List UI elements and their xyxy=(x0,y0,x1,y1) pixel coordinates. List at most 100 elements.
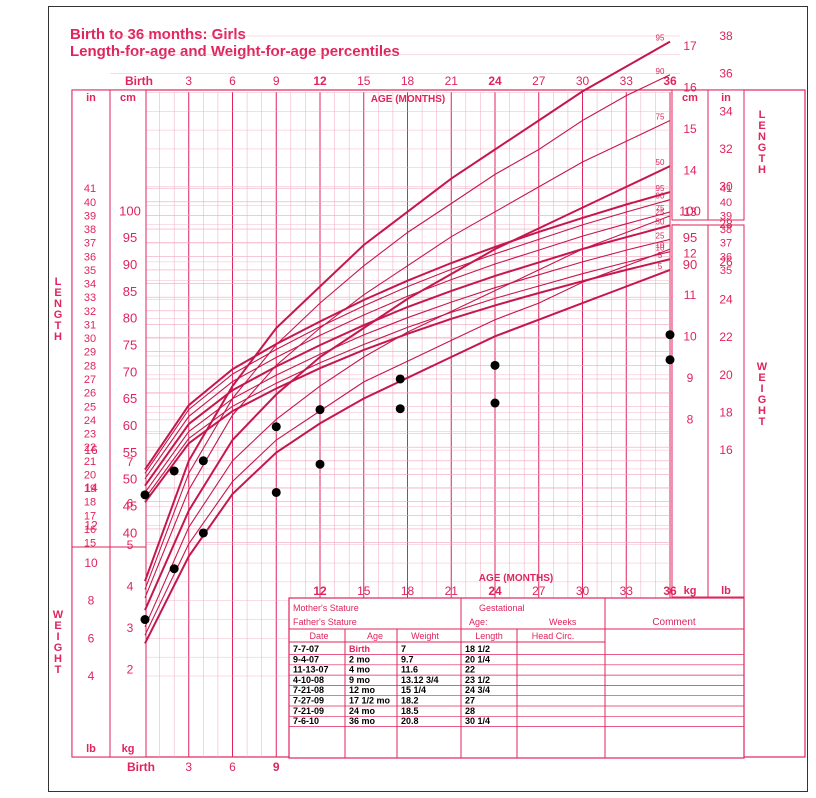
tick-length-in-left: 32 xyxy=(84,306,96,318)
tick-weight-kg-right: 17 xyxy=(683,39,697,53)
label-weight-right: G xyxy=(758,394,767,406)
weight-percentile-label: 95 xyxy=(656,34,665,43)
tick-length-in-left: 22 xyxy=(84,442,96,454)
record-column-header: Length xyxy=(475,631,503,641)
axis-kg-right-bg xyxy=(671,224,709,598)
tick-length-in-right: 39 xyxy=(720,210,732,222)
length-measurement-dot xyxy=(271,422,281,432)
record-column-header: Date xyxy=(309,631,328,641)
tick-bottom-age: Birth xyxy=(127,760,155,774)
tick-length-in-left: 35 xyxy=(84,265,96,277)
label-weight-left: H xyxy=(54,653,62,665)
tick-top-age: 27 xyxy=(532,74,546,88)
axis-cm-right-bg xyxy=(671,89,709,221)
form-mother-stature: Mother's Stature xyxy=(293,603,359,613)
record-column-header: Age xyxy=(367,631,383,641)
tick-weight-kg-right: 12 xyxy=(683,246,697,260)
tick-length-in-left: 33 xyxy=(84,292,96,304)
tick-top-age: 18 xyxy=(401,74,415,88)
length-measurement-dot xyxy=(665,330,675,340)
record-cell: 28 xyxy=(465,706,475,716)
weight-curve-p75 xyxy=(144,120,671,599)
form-gestational: Gestational xyxy=(479,603,525,613)
length-curve-p10 xyxy=(144,251,671,499)
tick-weight-kg-right: 10 xyxy=(683,329,697,343)
length-curve-p90 xyxy=(144,199,671,474)
label-length-left: H xyxy=(54,331,62,343)
tick-mid-age: 24 xyxy=(488,584,502,598)
length-curve-p50 xyxy=(144,224,671,487)
tick-length-cm-left: 65 xyxy=(123,391,137,406)
tick-weight-kg-left: 3 xyxy=(127,621,134,635)
tick-mid-age: 36 xyxy=(663,584,677,598)
tick-weight-lb-right: 18 xyxy=(719,405,733,419)
tick-weight-lb-right: 24 xyxy=(719,293,733,307)
tick-length-cm-left: 100 xyxy=(119,203,141,218)
tick-mid-age: 33 xyxy=(620,584,634,598)
tick-length-in-left: 40 xyxy=(84,197,96,209)
weight-measurement-dot xyxy=(169,564,179,574)
record-cell: 11-13-07 xyxy=(293,665,329,675)
record-cell: 9.7 xyxy=(401,654,414,664)
record-cell: 18 1/2 xyxy=(465,644,490,654)
tick-length-cm-left: 95 xyxy=(123,230,137,245)
label-weight-left: W xyxy=(53,609,64,621)
record-cell: 7-21-08 xyxy=(293,685,324,695)
tick-length-cm-left: 75 xyxy=(123,338,137,353)
tick-length-in-left: 19 xyxy=(84,483,96,495)
tick-top-age: 6 xyxy=(229,74,236,88)
tick-length-in-left: 23 xyxy=(84,429,96,441)
label-length-right: H xyxy=(758,164,766,176)
tick-top-age: 30 xyxy=(576,74,590,88)
tick-length-cm-left: 45 xyxy=(123,499,137,514)
label-length-right: T xyxy=(759,153,766,165)
chart-title: Birth to 36 months: Girls xyxy=(70,26,246,43)
weight-percentile-label: 25 xyxy=(656,208,665,217)
record-cell: 20 1/4 xyxy=(465,654,490,664)
record-column-header: Head Circ. xyxy=(532,631,575,641)
record-cell: 17 1/2 mo xyxy=(349,696,391,706)
tick-length-in-left: 21 xyxy=(84,456,96,468)
tick-length-in-left: 31 xyxy=(84,319,96,331)
label-weight-left: T xyxy=(55,664,62,676)
record-cell: 36 mo xyxy=(349,716,376,726)
tick-weight-lb-right: 34 xyxy=(719,104,733,118)
weight-measurement-dot xyxy=(490,398,500,408)
tick-top-age: 3 xyxy=(185,74,192,88)
tick-mid-age: 30 xyxy=(576,584,590,598)
record-cell: 11.6 xyxy=(401,665,418,675)
tick-mid-age: 21 xyxy=(445,584,459,598)
tick-length-in-left: 39 xyxy=(84,210,96,222)
axis-in-right-bg xyxy=(707,89,745,221)
record-cell: 4 mo xyxy=(349,665,371,675)
tick-bottom-age: 3 xyxy=(185,760,192,774)
length-percentile-label: 75 xyxy=(656,204,665,213)
tick-weight-lb-left: 4 xyxy=(88,669,95,683)
weight-measurement-dot xyxy=(315,459,325,469)
label-length-left: L xyxy=(55,276,62,288)
tick-length-in-left: 28 xyxy=(84,360,96,372)
tick-length-cm-right: 90 xyxy=(683,257,697,272)
weight-percentile-label: 50 xyxy=(656,158,665,167)
label-weight-right: W xyxy=(757,361,768,373)
length-measurement-dot xyxy=(169,466,179,476)
tick-weight-kg-left: 7 xyxy=(127,455,134,469)
tick-length-cm-left: 40 xyxy=(123,525,137,540)
tick-length-cm-right: 95 xyxy=(683,230,697,245)
record-cell: 9-4-07 xyxy=(293,654,319,664)
unit-cm-left: cm xyxy=(120,92,136,104)
record-cell: 15 1/4 xyxy=(401,685,426,695)
weight-measurement-dot xyxy=(271,487,281,497)
weight-measurement-dot xyxy=(665,355,675,365)
tick-weight-lb-left: 14 xyxy=(84,481,98,495)
tick-length-cm-left: 55 xyxy=(123,445,137,460)
tick-length-in-right: 37 xyxy=(720,238,732,250)
record-cell: 9 mo xyxy=(349,675,371,685)
label-weight-right: H xyxy=(758,405,766,417)
tick-top-age: 33 xyxy=(620,74,634,88)
record-cell: 7-21-09 xyxy=(293,706,324,716)
tick-mid-age: 12 xyxy=(313,584,327,598)
tick-top-age: 21 xyxy=(445,74,459,88)
length-measurement-dot xyxy=(315,405,325,415)
